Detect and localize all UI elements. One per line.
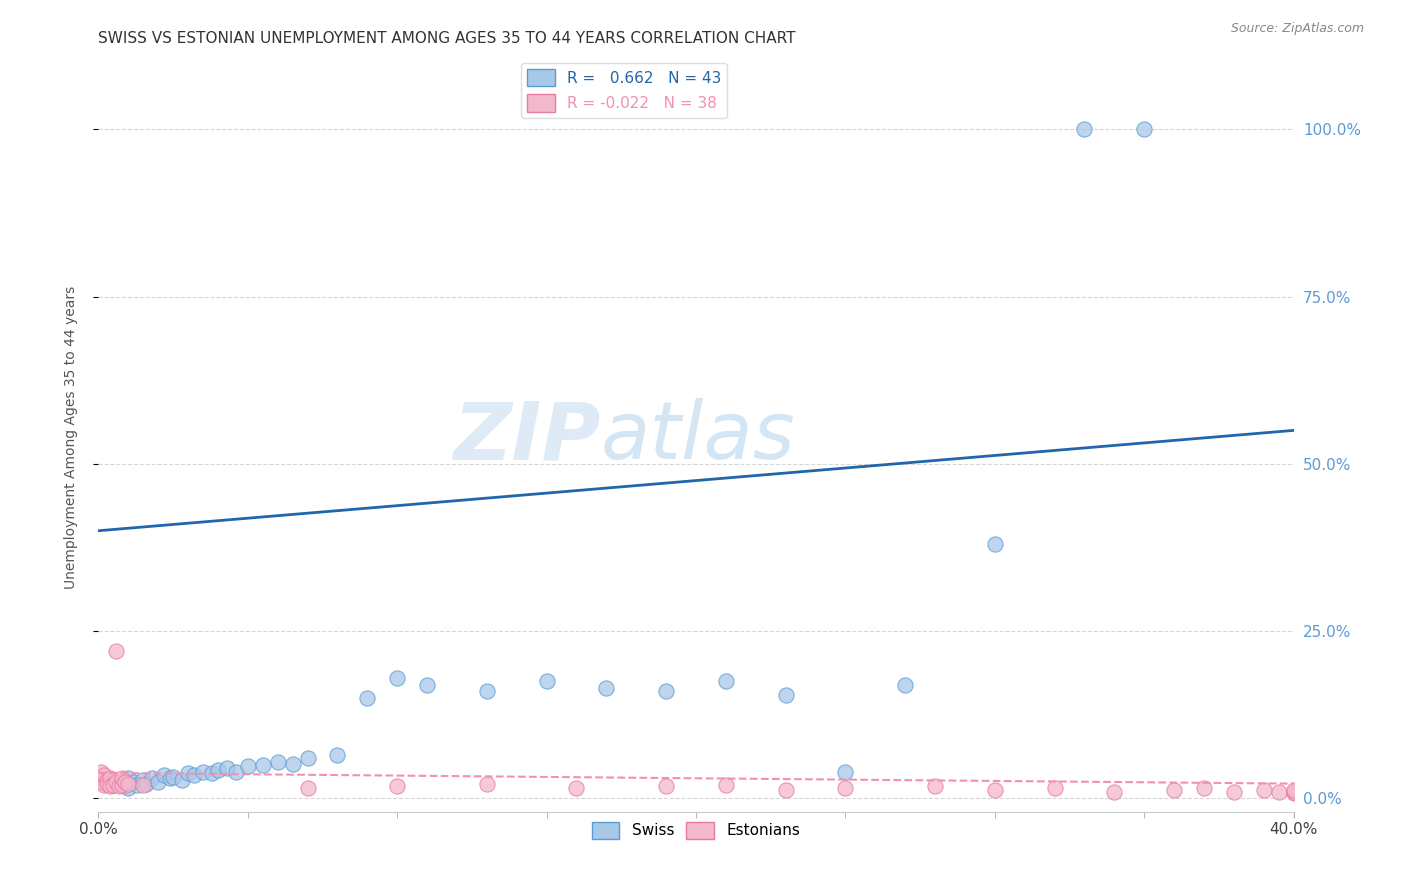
Point xyxy=(714,674,737,689)
Legend: Swiss, Estonians: Swiss, Estonians xyxy=(586,815,806,846)
Point xyxy=(111,771,134,786)
Point xyxy=(281,756,304,771)
Point xyxy=(1282,783,1305,797)
Point xyxy=(177,765,200,780)
Point xyxy=(207,764,229,778)
Point xyxy=(297,781,319,796)
Point xyxy=(103,778,125,792)
Point xyxy=(162,770,184,784)
Point xyxy=(1267,785,1289,799)
Point xyxy=(159,771,181,786)
Point xyxy=(924,780,946,794)
Point xyxy=(714,778,737,792)
Text: atlas: atlas xyxy=(600,398,796,476)
Point xyxy=(475,684,498,698)
Point xyxy=(135,776,157,791)
Point xyxy=(132,778,155,792)
Point xyxy=(124,774,146,789)
Point xyxy=(191,764,214,779)
Point xyxy=(215,761,238,775)
Point xyxy=(93,768,115,782)
Text: SWISS VS ESTONIAN UNEMPLOYMENT AMONG AGES 35 TO 44 YEARS CORRELATION CHART: SWISS VS ESTONIAN UNEMPLOYMENT AMONG AGE… xyxy=(98,31,796,46)
Point xyxy=(87,771,110,786)
Point xyxy=(132,772,155,787)
Point xyxy=(117,776,139,791)
Point xyxy=(1282,786,1305,800)
Point xyxy=(105,774,128,789)
Point xyxy=(775,688,797,702)
Point xyxy=(96,772,118,787)
Point xyxy=(236,759,259,773)
Text: Source: ZipAtlas.com: Source: ZipAtlas.com xyxy=(1230,22,1364,36)
Point xyxy=(356,691,378,706)
Point xyxy=(416,678,439,692)
Point xyxy=(984,783,1007,797)
Point xyxy=(1133,122,1156,136)
Point xyxy=(114,780,136,794)
Point xyxy=(252,758,274,772)
Point xyxy=(98,771,122,786)
Point xyxy=(117,771,139,786)
Text: ZIP: ZIP xyxy=(453,398,600,476)
Point xyxy=(172,772,194,787)
Point xyxy=(385,671,409,685)
Point xyxy=(1163,783,1185,797)
Point xyxy=(127,778,149,792)
Point xyxy=(108,780,131,794)
Point xyxy=(297,751,319,765)
Point xyxy=(96,776,118,791)
Point xyxy=(201,765,224,780)
Point xyxy=(326,747,349,762)
Point xyxy=(153,768,176,782)
Point xyxy=(1192,781,1215,796)
Point xyxy=(90,764,112,779)
Point xyxy=(90,774,112,789)
Point xyxy=(93,778,115,792)
Point xyxy=(595,681,617,695)
Point xyxy=(105,644,128,658)
Point xyxy=(834,781,856,796)
Point xyxy=(475,776,498,791)
Point xyxy=(775,783,797,797)
Point xyxy=(103,778,125,792)
Point xyxy=(267,755,290,769)
Point xyxy=(141,771,163,786)
Point xyxy=(1223,785,1246,799)
Point xyxy=(148,774,170,789)
Point xyxy=(385,780,409,794)
Point xyxy=(894,678,917,692)
Point xyxy=(1043,781,1066,796)
Point xyxy=(111,778,134,792)
Point xyxy=(984,537,1007,551)
Point xyxy=(117,781,139,796)
Point xyxy=(225,764,247,779)
Point xyxy=(1073,122,1095,136)
Point xyxy=(183,768,205,782)
Point xyxy=(111,776,134,791)
Point xyxy=(1253,783,1275,797)
Point xyxy=(114,774,136,789)
Point xyxy=(834,764,856,779)
Point xyxy=(655,684,678,698)
Y-axis label: Unemployment Among Ages 35 to 44 years: Unemployment Among Ages 35 to 44 years xyxy=(63,285,77,589)
Point xyxy=(98,780,122,794)
Point xyxy=(1104,785,1126,799)
Point xyxy=(565,781,588,796)
Point xyxy=(108,774,131,789)
Point xyxy=(536,674,558,689)
Point xyxy=(655,780,678,794)
Point xyxy=(1282,785,1305,799)
